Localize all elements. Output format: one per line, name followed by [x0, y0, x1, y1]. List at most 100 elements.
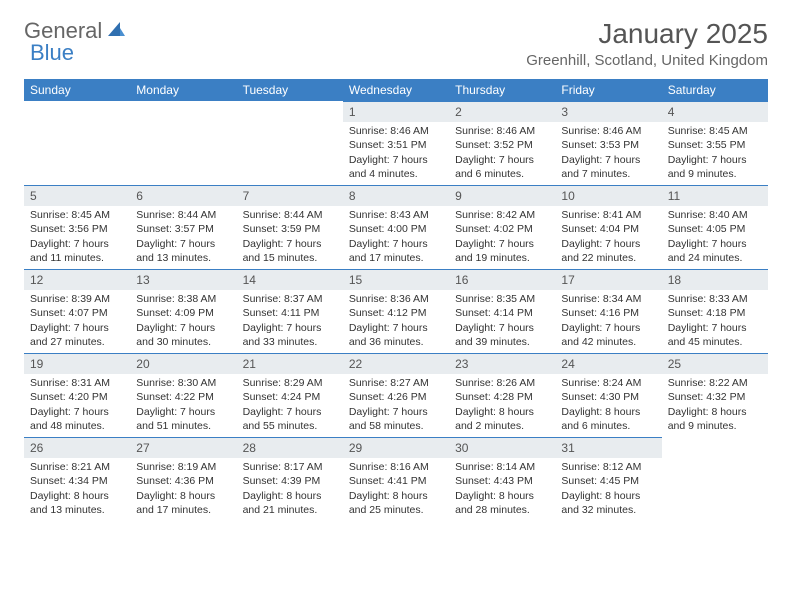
location: Greenhill, Scotland, United Kingdom: [526, 52, 768, 69]
calendar-cell: 26Sunrise: 8:21 AMSunset: 4:34 PMDayligh…: [24, 437, 130, 521]
day-number: 20: [130, 353, 236, 374]
calendar-row: 1Sunrise: 8:46 AMSunset: 3:51 PMDaylight…: [24, 101, 768, 185]
day-number: 21: [237, 353, 343, 374]
day-details: Sunrise: 8:41 AMSunset: 4:04 PMDaylight:…: [555, 206, 661, 269]
day-number: 14: [237, 269, 343, 290]
calendar-cell: 31Sunrise: 8:12 AMSunset: 4:45 PMDayligh…: [555, 437, 661, 521]
day-number: 22: [343, 353, 449, 374]
weekday-header: Sunday: [24, 79, 130, 101]
day-details: Sunrise: 8:40 AMSunset: 4:05 PMDaylight:…: [662, 206, 768, 269]
calendar-cell: [662, 437, 768, 521]
calendar-table: SundayMondayTuesdayWednesdayThursdayFrid…: [24, 79, 768, 521]
day-number: 1: [343, 101, 449, 122]
calendar-cell: 18Sunrise: 8:33 AMSunset: 4:18 PMDayligh…: [662, 269, 768, 353]
day-number: 7: [237, 185, 343, 206]
day-number: 19: [24, 353, 130, 374]
day-details: Sunrise: 8:44 AMSunset: 3:57 PMDaylight:…: [130, 206, 236, 269]
day-number: 23: [449, 353, 555, 374]
day-number: 9: [449, 185, 555, 206]
weekday-header: Monday: [130, 79, 236, 101]
calendar-row: 26Sunrise: 8:21 AMSunset: 4:34 PMDayligh…: [24, 437, 768, 521]
day-number: 26: [24, 437, 130, 458]
day-details: Sunrise: 8:45 AMSunset: 3:56 PMDaylight:…: [24, 206, 130, 269]
day-details: Sunrise: 8:21 AMSunset: 4:34 PMDaylight:…: [24, 458, 130, 521]
calendar-cell: 8Sunrise: 8:43 AMSunset: 4:00 PMDaylight…: [343, 185, 449, 269]
calendar-cell: [237, 101, 343, 185]
calendar-cell: 7Sunrise: 8:44 AMSunset: 3:59 PMDaylight…: [237, 185, 343, 269]
calendar-cell: 23Sunrise: 8:26 AMSunset: 4:28 PMDayligh…: [449, 353, 555, 437]
day-details: Sunrise: 8:14 AMSunset: 4:43 PMDaylight:…: [449, 458, 555, 521]
logo-blue-wrap: Blue: [30, 40, 74, 66]
calendar-cell: 3Sunrise: 8:46 AMSunset: 3:53 PMDaylight…: [555, 101, 661, 185]
day-number: 31: [555, 437, 661, 458]
calendar-cell: 13Sunrise: 8:38 AMSunset: 4:09 PMDayligh…: [130, 269, 236, 353]
weekday-header: Saturday: [662, 79, 768, 101]
day-details: Sunrise: 8:19 AMSunset: 4:36 PMDaylight:…: [130, 458, 236, 521]
calendar-cell: 6Sunrise: 8:44 AMSunset: 3:57 PMDaylight…: [130, 185, 236, 269]
calendar-row: 5Sunrise: 8:45 AMSunset: 3:56 PMDaylight…: [24, 185, 768, 269]
logo-text-blue: Blue: [30, 40, 74, 65]
day-details: Sunrise: 8:38 AMSunset: 4:09 PMDaylight:…: [130, 290, 236, 353]
calendar-cell: 11Sunrise: 8:40 AMSunset: 4:05 PMDayligh…: [662, 185, 768, 269]
day-number: 27: [130, 437, 236, 458]
calendar-row: 12Sunrise: 8:39 AMSunset: 4:07 PMDayligh…: [24, 269, 768, 353]
day-number: 2: [449, 101, 555, 122]
calendar-cell: 21Sunrise: 8:29 AMSunset: 4:24 PMDayligh…: [237, 353, 343, 437]
day-number: 29: [343, 437, 449, 458]
day-number: 11: [662, 185, 768, 206]
calendar-cell: 17Sunrise: 8:34 AMSunset: 4:16 PMDayligh…: [555, 269, 661, 353]
day-details: Sunrise: 8:46 AMSunset: 3:51 PMDaylight:…: [343, 122, 449, 185]
day-details: Sunrise: 8:31 AMSunset: 4:20 PMDaylight:…: [24, 374, 130, 437]
calendar-cell: 14Sunrise: 8:37 AMSunset: 4:11 PMDayligh…: [237, 269, 343, 353]
header: General January 2025 Greenhill, Scotland…: [24, 18, 768, 69]
day-details: Sunrise: 8:37 AMSunset: 4:11 PMDaylight:…: [237, 290, 343, 353]
calendar-cell: [130, 101, 236, 185]
day-details: Sunrise: 8:29 AMSunset: 4:24 PMDaylight:…: [237, 374, 343, 437]
day-number: 5: [24, 185, 130, 206]
weekday-header: Tuesday: [237, 79, 343, 101]
day-number: 4: [662, 101, 768, 122]
day-number: 25: [662, 353, 768, 374]
calendar-row: 19Sunrise: 8:31 AMSunset: 4:20 PMDayligh…: [24, 353, 768, 437]
day-number: 18: [662, 269, 768, 290]
day-details: Sunrise: 8:17 AMSunset: 4:39 PMDaylight:…: [237, 458, 343, 521]
day-details: Sunrise: 8:45 AMSunset: 3:55 PMDaylight:…: [662, 122, 768, 185]
day-number: 28: [237, 437, 343, 458]
day-number: 30: [449, 437, 555, 458]
day-details: Sunrise: 8:16 AMSunset: 4:41 PMDaylight:…: [343, 458, 449, 521]
day-number: 13: [130, 269, 236, 290]
day-details: Sunrise: 8:44 AMSunset: 3:59 PMDaylight:…: [237, 206, 343, 269]
calendar-cell: 15Sunrise: 8:36 AMSunset: 4:12 PMDayligh…: [343, 269, 449, 353]
calendar-cell: 28Sunrise: 8:17 AMSunset: 4:39 PMDayligh…: [237, 437, 343, 521]
calendar-cell: 19Sunrise: 8:31 AMSunset: 4:20 PMDayligh…: [24, 353, 130, 437]
day-number: 6: [130, 185, 236, 206]
day-details: Sunrise: 8:42 AMSunset: 4:02 PMDaylight:…: [449, 206, 555, 269]
calendar-cell: 25Sunrise: 8:22 AMSunset: 4:32 PMDayligh…: [662, 353, 768, 437]
day-details: Sunrise: 8:46 AMSunset: 3:52 PMDaylight:…: [449, 122, 555, 185]
month-title: January 2025: [526, 18, 768, 50]
calendar-cell: 1Sunrise: 8:46 AMSunset: 3:51 PMDaylight…: [343, 101, 449, 185]
calendar-cell: [24, 101, 130, 185]
calendar-cell: 24Sunrise: 8:24 AMSunset: 4:30 PMDayligh…: [555, 353, 661, 437]
weekday-header: Wednesday: [343, 79, 449, 101]
day-details: Sunrise: 8:34 AMSunset: 4:16 PMDaylight:…: [555, 290, 661, 353]
logo-sail-icon: [106, 20, 126, 43]
day-details: Sunrise: 8:26 AMSunset: 4:28 PMDaylight:…: [449, 374, 555, 437]
calendar-cell: 4Sunrise: 8:45 AMSunset: 3:55 PMDaylight…: [662, 101, 768, 185]
calendar-cell: 30Sunrise: 8:14 AMSunset: 4:43 PMDayligh…: [449, 437, 555, 521]
calendar-cell: 16Sunrise: 8:35 AMSunset: 4:14 PMDayligh…: [449, 269, 555, 353]
calendar-cell: 10Sunrise: 8:41 AMSunset: 4:04 PMDayligh…: [555, 185, 661, 269]
day-number: 24: [555, 353, 661, 374]
calendar-cell: 2Sunrise: 8:46 AMSunset: 3:52 PMDaylight…: [449, 101, 555, 185]
day-number: 8: [343, 185, 449, 206]
day-details: Sunrise: 8:36 AMSunset: 4:12 PMDaylight:…: [343, 290, 449, 353]
day-details: Sunrise: 8:43 AMSunset: 4:00 PMDaylight:…: [343, 206, 449, 269]
day-details: Sunrise: 8:46 AMSunset: 3:53 PMDaylight:…: [555, 122, 661, 185]
day-details: Sunrise: 8:33 AMSunset: 4:18 PMDaylight:…: [662, 290, 768, 353]
calendar-cell: 9Sunrise: 8:42 AMSunset: 4:02 PMDaylight…: [449, 185, 555, 269]
day-number: 10: [555, 185, 661, 206]
title-block: January 2025 Greenhill, Scotland, United…: [526, 18, 768, 69]
day-number: 12: [24, 269, 130, 290]
day-number: 3: [555, 101, 661, 122]
day-details: Sunrise: 8:24 AMSunset: 4:30 PMDaylight:…: [555, 374, 661, 437]
